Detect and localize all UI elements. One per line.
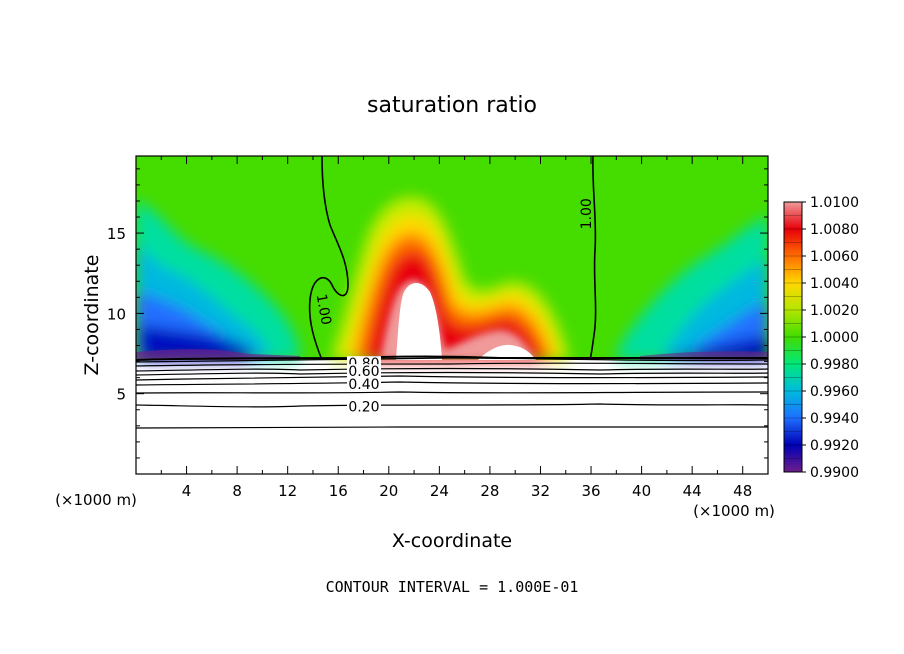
colorbar-label: 0.9940 <box>810 411 859 427</box>
x-tick-label: 36 <box>581 482 600 500</box>
x-tick-label: 48 <box>733 482 752 500</box>
plot-area <box>136 156 768 474</box>
x-tick-label: 44 <box>683 482 702 500</box>
chart-title: saturation ratio <box>367 93 537 118</box>
white-core-right <box>478 344 536 360</box>
plot-frame <box>135 155 769 475</box>
colorbar-label: 1.0100 <box>810 195 859 211</box>
contour-1.00-right <box>589 156 597 361</box>
contour-label-bg <box>346 399 381 414</box>
contour-label: 0.60 <box>348 364 379 380</box>
x-tick-label: 8 <box>232 482 242 500</box>
x-tick-label: 24 <box>430 482 449 500</box>
contour-label-bg <box>346 364 381 379</box>
colorbar-label: 1.0040 <box>810 276 859 292</box>
contour-interval-note: CONTOUR INTERVAL = 1.000E-01 <box>326 578 579 596</box>
colorbar-label: 1.0060 <box>810 249 859 265</box>
colorbar-label: 1.0020 <box>810 303 859 319</box>
contour-label: 0.40 <box>348 377 379 393</box>
x-tick-label: 20 <box>379 482 398 500</box>
x-axis: 4 8 12 16 20 24 28 32 36 40 44 48 <box>160 156 752 500</box>
y-tick-label: 5 <box>116 386 126 404</box>
contour-label: 1.00 <box>313 293 334 326</box>
colorbar-label: 0.9920 <box>810 438 859 454</box>
colorbar-label: 1.0000 <box>810 330 859 346</box>
x-axis-unit-left: (×1000 m) <box>55 491 137 509</box>
x-tick-label: 12 <box>278 482 297 500</box>
colorbar-label: 1.0080 <box>810 222 859 238</box>
x-axis-label: X-coordinate <box>392 530 512 552</box>
y-axis-label: Z-coordinate <box>81 255 103 376</box>
x-tick-label: 32 <box>531 482 550 500</box>
contour-labels: 1.001.000.800.600.400.20 <box>313 198 595 416</box>
x-tick-label: 40 <box>632 482 651 500</box>
contour-1.00-left <box>308 156 349 361</box>
x-tick-label: 16 <box>329 482 348 500</box>
lower-contours <box>136 357 768 429</box>
contour-label-bg <box>346 377 381 392</box>
x-tick-label: 4 <box>182 482 192 500</box>
contour-label: 1.00 <box>579 198 595 229</box>
colorbar-label: 0.9900 <box>810 465 859 481</box>
x-tick-label: 28 <box>480 482 499 500</box>
contour-label: 0.20 <box>348 400 379 416</box>
colorbar: 1.0100 1.0080 1.0060 1.0040 1.0020 1.0000 0.99… <box>783 195 859 481</box>
colorbar-label: 0.9980 <box>810 357 859 373</box>
white-core-left <box>396 283 442 360</box>
colorbar-label: 0.9960 <box>810 384 859 400</box>
y-tick-label: 15 <box>107 225 126 243</box>
x-axis-unit-right: (×1000 m) <box>693 502 775 520</box>
y-tick-label: 10 <box>107 305 126 323</box>
y-axis: 5 10 15 <box>107 168 768 459</box>
